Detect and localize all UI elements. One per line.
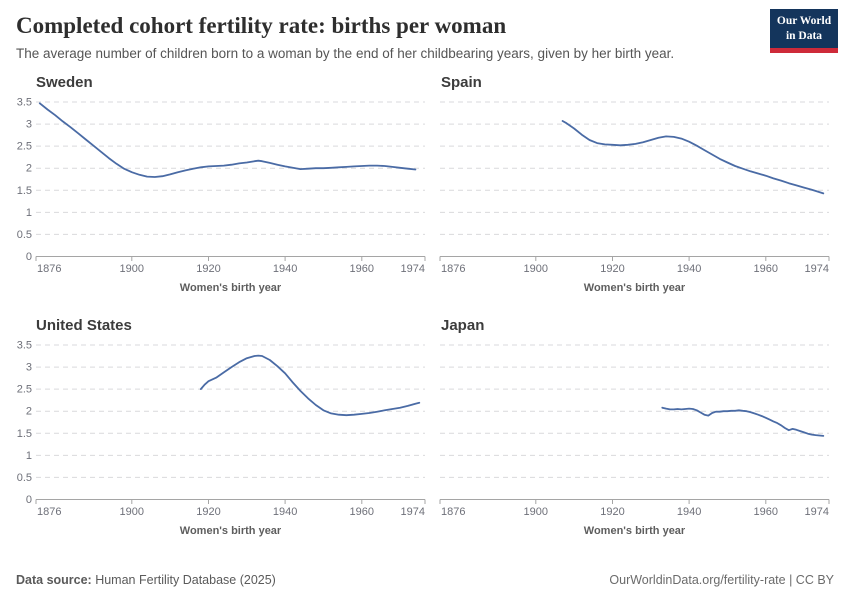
x-tick-label: 1876 [441, 506, 465, 518]
y-tick-label: 1.5 [17, 428, 32, 440]
facet-title-japan: Japan [441, 317, 485, 335]
x-tick-label: 1960 [350, 263, 374, 275]
x-tick-label: 1974 [805, 263, 829, 275]
spain-chart: 1876 1900 1920 1940 1960 1974 [439, 101, 830, 275]
x-axis-label: Women's birth year [179, 282, 282, 295]
owid-logo[interactable]: Our World in Data [770, 9, 838, 53]
data-source-text: Data source: Human Fertility Database (2… [16, 573, 276, 587]
chart-header: Completed cohort fertility rate: births … [0, 0, 850, 61]
x-axis-label: Women's birth year [583, 282, 686, 295]
x-tick-label: 1974 [401, 506, 425, 518]
owid-logo-line1: Our World [776, 15, 832, 28]
sweden-chart: 0 0.5 1 1.5 2 2.5 3 3.5 1876 1900 1920 1940 1960 1974 [17, 97, 426, 275]
facet-title-united-states: United States [36, 317, 132, 335]
header-text-block: Completed cohort fertility rate: births … [16, 13, 674, 61]
facet-title-sweden: Sweden [36, 74, 93, 92]
y-tick-label: 0.5 [17, 229, 32, 241]
y-tick-label: 0 [26, 494, 32, 506]
y-tick-label: 2 [26, 163, 32, 175]
fertility-line [38, 102, 417, 179]
y-tick-label: 3.5 [17, 97, 32, 109]
facet-sweden: Sweden 0 0.5 1 1.5 2 2.5 3 3.5 1876 1900 1920 1940 1… [16, 73, 426, 295]
x-tick-label: 1940 [677, 263, 701, 275]
x-axis-label: Women's birth year [583, 525, 686, 538]
y-tick-label: 1 [26, 207, 32, 219]
x-tick-label: 1900 [524, 506, 548, 518]
page-title: Completed cohort fertility rate: births … [16, 13, 507, 38]
x-tick-label: 1960 [754, 506, 778, 518]
facet-spain: Spain 1876 1900 1920 1940 1960 1974 Women's b… [425, 73, 834, 294]
x-tick-label: 1960 [754, 263, 778, 275]
y-tick-label: 2.5 [17, 384, 32, 396]
y-tick-label: 2 [26, 406, 32, 418]
data-source-label: Data source: [16, 573, 92, 587]
fertility-line [561, 120, 825, 195]
fertility-line [199, 355, 421, 417]
x-tick-label: 1900 [120, 263, 144, 275]
facet-title-spain: Spain [441, 74, 482, 92]
data-source-value: Human Fertility Database (2025) [91, 573, 276, 587]
y-tick-label: 0.5 [17, 472, 32, 484]
x-tick-label: 1876 [441, 263, 465, 275]
x-axis-label: Women's birth year [179, 525, 282, 538]
facet-japan: Japan 1876 1900 1920 1940 1960 1974 Women's b… [425, 316, 834, 537]
x-tick-label: 1900 [120, 506, 144, 518]
facet-grid: Sweden 0 0.5 1 1.5 2 2.5 3 3.5 1876 1900 1920 1940 1… [0, 73, 850, 537]
x-tick-label: 1920 [600, 506, 624, 518]
x-tick-label: 1940 [677, 506, 701, 518]
x-tick-label: 1920 [600, 263, 624, 275]
page-subtitle: The average number of children born to a… [16, 46, 675, 62]
x-tick-label: 1876 [37, 263, 61, 275]
x-tick-label: 1900 [524, 263, 548, 275]
x-tick-label: 1920 [196, 263, 220, 275]
facet-united-states: United States 0 0.5 1 1.5 2 2.5 3 3.5 1876 1900 19… [16, 316, 426, 538]
x-tick-label: 1974 [805, 506, 829, 518]
x-tick-label: 1974 [401, 263, 425, 275]
y-tick-label: 0 [26, 251, 32, 263]
x-tick-label: 1876 [37, 506, 61, 518]
y-tick-label: 1 [26, 450, 32, 462]
y-tick-label: 3.5 [17, 340, 32, 352]
x-tick-label: 1920 [196, 506, 220, 518]
y-tick-label: 3 [26, 362, 32, 374]
chart-footer: Data source: Human Fertility Database (2… [16, 573, 834, 587]
citation-link[interactable]: OurWorldinData.org/fertility-rate | CC B… [609, 573, 834, 587]
y-tick-label: 2.5 [17, 141, 32, 153]
owid-logo-line2: in Data [785, 29, 823, 42]
fertility-line [661, 407, 825, 438]
y-tick-label: 3 [26, 119, 32, 131]
x-tick-label: 1960 [350, 506, 374, 518]
japan-chart: 1876 1900 1920 1940 1960 1974 [439, 344, 830, 518]
y-tick-label: 1.5 [17, 185, 32, 197]
x-tick-label: 1940 [273, 506, 297, 518]
x-tick-label: 1940 [273, 263, 297, 275]
united-states-chart: 0 0.5 1 1.5 2 2.5 3 3.5 1876 1900 1920 1940 1960 1974 [17, 340, 426, 518]
